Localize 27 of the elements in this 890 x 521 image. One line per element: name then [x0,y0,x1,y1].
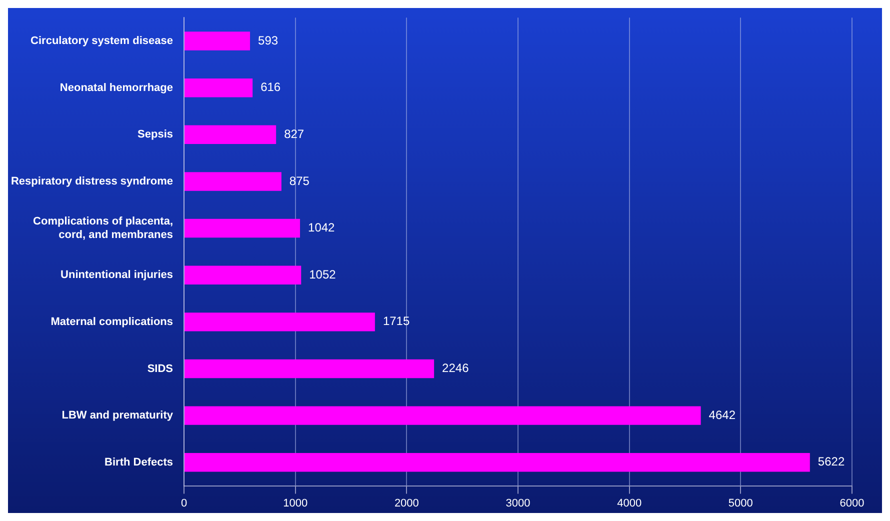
y-tick-label: LBW and prematurity [62,410,174,422]
data-label: 1052 [309,267,336,282]
x-tick-label: 1000 [283,497,308,510]
x-tick-label: 5000 [728,497,753,510]
y-tick-label: Birth Defects [104,456,174,468]
y-tick-label: Maternal complications [50,316,174,328]
x-tick-label: 2000 [394,497,419,510]
x-tick-label: 3000 [506,497,530,510]
y-tick-label: Circulatory system disease [30,35,174,48]
data-label: 4642 [708,408,736,422]
data-label: 875 [289,174,310,188]
y-tick-label: Complications of placenta, cord, and membranes [33,216,174,241]
x-tick-label: 4000 [617,497,642,510]
data-label: 1715 [382,314,410,328]
y-tick-label: Unintentional injuries [60,269,174,282]
data-label: 1042 [308,220,336,235]
x-tick-label: 6000 [840,497,864,510]
data-label: 827 [284,126,304,141]
data-label: 2246 [442,361,470,376]
y-tick-label: Sepsis [138,128,174,141]
data-label: 616 [260,80,281,94]
y-tick-label: Respiratory distress syndrome [10,176,174,188]
y-tick-label: SIDS [147,362,174,375]
data-label: 5622 [818,454,845,469]
y-tick-label: Neonatal hemorrhage [60,82,174,94]
data-label: 593 [258,33,278,48]
x-tick-label: 0 [180,497,188,510]
